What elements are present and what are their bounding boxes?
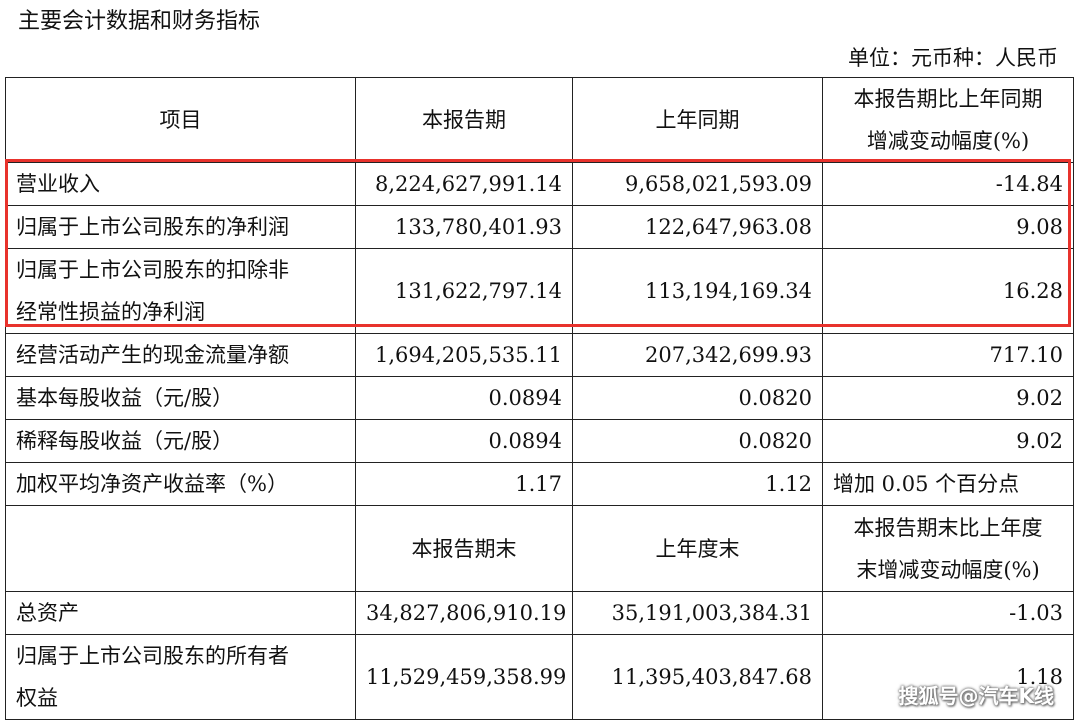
header-prior: 上年度末 (572, 505, 823, 592)
row-change: 9.08 (822, 205, 1074, 249)
row-change: 16.28 (822, 248, 1074, 334)
financial-table: 项目 本报告期 上年同期 本报告期比上年同期 增减变动幅度(%) 营业收入 8,… (5, 77, 1074, 720)
header-current: 本报告期末 (355, 505, 573, 592)
row-prior: 11,395,403,847.68 (572, 634, 823, 720)
row-label: 稀释每股收益（元/股） (5, 419, 356, 463)
table-row: 归属于上市公司股东的所有者 权益 11,529,459,358.99 11,39… (5, 634, 1074, 720)
row-change: -14.84 (822, 162, 1074, 206)
row-change: 增加 0.05 个百分点 (822, 462, 1074, 506)
header-change-line2: 增减变动幅度(%) (866, 129, 1030, 153)
row-current: 1.17 (355, 462, 573, 506)
row-label: 营业收入 (5, 162, 356, 206)
row-current: 131,622,797.14 (355, 248, 573, 334)
row-prior: 0.0820 (572, 419, 823, 463)
row-label: 总资产 (5, 591, 356, 635)
row-current: 1,694,205,535.11 (355, 333, 573, 377)
row-change: 1.18 (822, 634, 1074, 720)
row-current: 0.0894 (355, 376, 573, 420)
row-current: 0.0894 (355, 419, 573, 463)
row-label-line1: 归属于上市公司股东的扣除非 (16, 258, 289, 282)
row-prior: 113,194,169.34 (572, 248, 823, 334)
row-prior: 9,658,021,593.09 (572, 162, 823, 206)
table-row: 归属于上市公司股东的扣除非 经常性损益的净利润 131,622,797.14 1… (5, 248, 1074, 334)
table-header-row: 项目 本报告期 上年同期 本报告期比上年同期 增减变动幅度(%) (5, 77, 1074, 163)
row-change: 717.10 (822, 333, 1074, 377)
row-change: 9.02 (822, 376, 1074, 420)
row-prior: 207,342,699.93 (572, 333, 823, 377)
row-prior: 122,647,963.08 (572, 205, 823, 249)
row-label: 加权平均净资产收益率（%） (5, 462, 356, 506)
unit-note: 单位：元币种：人民币 (848, 46, 1058, 70)
header-change-line1: 本报告期末比上年度 (853, 515, 1043, 540)
row-label: 基本每股收益（元/股） (5, 376, 356, 420)
page-title: 主要会计数据和财务指标 (18, 9, 261, 34)
row-label-line2: 经常性损益的净利润 (16, 300, 205, 324)
table-row: 归属于上市公司股东的净利润 133,780,401.93 122,647,963… (5, 205, 1074, 249)
header-current: 本报告期 (355, 77, 573, 163)
row-current: 34,827,806,910.19 (355, 591, 573, 635)
row-label: 归属于上市公司股东的扣除非 经常性损益的净利润 (5, 248, 356, 334)
table-header-row: 本报告期末 上年度末 本报告期末比上年度 末增减变动幅度(%) (5, 505, 1074, 592)
row-prior: 35,191,003,384.31 (572, 591, 823, 635)
table-row: 稀释每股收益（元/股） 0.0894 0.0820 9.02 (5, 419, 1074, 463)
row-change: 9.02 (822, 419, 1074, 463)
row-label: 归属于上市公司股东的净利润 (5, 205, 356, 249)
header-item: 项目 (5, 77, 356, 163)
row-label-line2: 权益 (16, 686, 58, 710)
header-item (5, 505, 356, 592)
row-current: 133,780,401.93 (355, 205, 573, 249)
row-prior: 0.0820 (572, 376, 823, 420)
header-change-line2: 末增减变动幅度(%) (856, 557, 1040, 582)
header-change: 本报告期末比上年度 末增减变动幅度(%) (822, 505, 1074, 592)
watermark: 搜狐号@汽车K线 (898, 684, 1055, 708)
row-current: 8,224,627,991.14 (355, 162, 573, 206)
row-label: 经营活动产生的现金流量净额 (5, 333, 356, 377)
row-label: 归属于上市公司股东的所有者 权益 (5, 634, 356, 720)
table-row: 经营活动产生的现金流量净额 1,694,205,535.11 207,342,6… (5, 333, 1074, 377)
header-prior: 上年同期 (572, 77, 823, 163)
header-change-line1: 本报告期比上年同期 (853, 87, 1043, 111)
header-change: 本报告期比上年同期 增减变动幅度(%) (822, 77, 1074, 163)
row-label-line1: 归属于上市公司股东的所有者 (16, 644, 289, 668)
row-current: 11,529,459,358.99 (355, 634, 573, 720)
table-row: 营业收入 8,224,627,991.14 9,658,021,593.09 -… (5, 162, 1074, 206)
table-row: 总资产 34,827,806,910.19 35,191,003,384.31 … (5, 591, 1074, 635)
row-change: -1.03 (822, 591, 1074, 635)
table-row: 基本每股收益（元/股） 0.0894 0.0820 9.02 (5, 376, 1074, 420)
table-row: 加权平均净资产收益率（%） 1.17 1.12 增加 0.05 个百分点 (5, 462, 1074, 506)
row-prior: 1.12 (572, 462, 823, 506)
